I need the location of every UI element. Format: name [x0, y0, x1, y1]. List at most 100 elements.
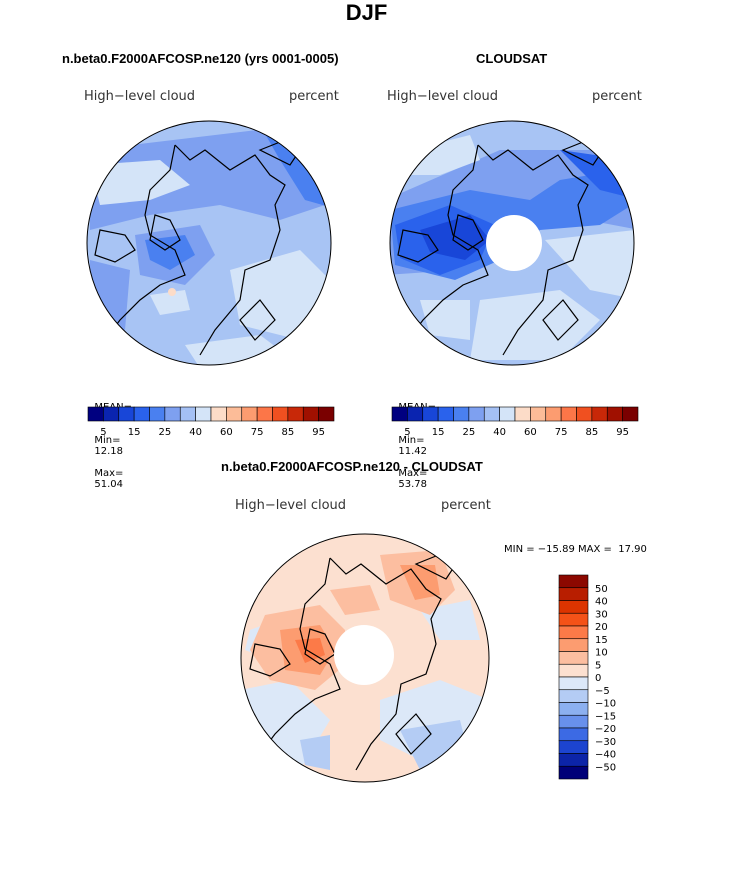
obs-panel-title: CLOUDSAT	[476, 51, 548, 66]
model-variable-label: High−level cloud	[84, 89, 196, 104]
model-max-value: 51.04	[94, 479, 123, 490]
diff-colorbar-tick-label: 5	[595, 660, 601, 671]
diff-minmax: MIN = −15.89 MAX = 17.90	[504, 544, 647, 555]
diff-units-label: percent	[441, 498, 491, 513]
diff-colorbar-box	[558, 727, 589, 742]
diff-colorbar-box	[558, 740, 589, 754]
obs-colorbar-box	[591, 406, 608, 422]
diff-colorbar-tick-label: −30	[595, 737, 616, 748]
diff-colorbar-box	[558, 651, 589, 665]
diff-colorbar-tick-label: −20	[595, 724, 616, 735]
model-colorbar-box	[318, 406, 335, 422]
diff-map-boundary	[240, 533, 490, 783]
obs-missing-data-hole	[486, 215, 542, 271]
diff-colorbar-tick-label: 40	[595, 597, 608, 608]
diff-colorbar-box	[558, 612, 589, 627]
diff-colorbar-tick-label: −15	[595, 711, 616, 722]
obs-colorbar-box	[576, 406, 593, 422]
diff-colorbar-box	[558, 765, 589, 780]
obs-colorbar-box	[391, 406, 408, 422]
model-colorbar-box	[164, 406, 181, 422]
obs-colorbar-box	[514, 406, 531, 422]
obs-colorbar-box	[545, 406, 562, 422]
obs-colorbar: 5 15 25 40 60 75 85 95	[391, 406, 639, 438]
obs-polar-map	[389, 120, 635, 366]
obs-colorbar-box	[437, 406, 454, 422]
diff-panel-title: n.beta0.F2000AFCOSP.ne120 - CLOUDSAT	[221, 459, 483, 474]
model-min-label: Min=	[94, 435, 121, 446]
model-colorbar-box	[103, 406, 120, 422]
obs-max-label: Max=	[398, 468, 428, 479]
obs-colorbar-tick-label: 5	[404, 427, 410, 438]
obs-map-boundary	[389, 120, 635, 366]
diff-colorbar-tick-label: −50	[595, 762, 616, 773]
model-colorbar-tick-label: 95	[312, 427, 325, 438]
obs-min-value: 11.42	[398, 446, 427, 457]
model-colorbar-tick-label: 60	[220, 427, 233, 438]
obs-min-label: Min=	[398, 435, 425, 446]
model-coastlines	[94, 139, 301, 356]
model-colorbar-tick-label: 5	[100, 427, 106, 438]
model-colorbar-box	[226, 406, 243, 422]
model-colorbar-box	[272, 406, 289, 422]
model-colorbar-tick-label: 85	[282, 427, 295, 438]
figure-title: DJF	[345, 0, 388, 25]
obs-colorbar-box	[499, 406, 516, 422]
obs-colorbar-tick-label: 40	[493, 427, 506, 438]
model-colorbar-box	[133, 406, 150, 422]
obs-coastlines	[397, 139, 604, 356]
obs-colorbar-tick-label: 25	[463, 427, 476, 438]
diff-polar-map	[240, 533, 490, 783]
obs-colorbar-box	[422, 406, 439, 422]
diff-colorbar-box	[558, 702, 589, 716]
model-colorbar-box	[87, 406, 104, 422]
diff-missing-data-hole	[334, 625, 394, 685]
obs-colorbar-box	[483, 406, 500, 422]
diff-colorbar-tick-label: −10	[595, 699, 616, 710]
diff-colorbar-box	[558, 714, 589, 729]
obs-max-value: 53.78	[398, 479, 427, 490]
diff-variable-label: High−level cloud	[235, 498, 347, 513]
obs-colorbar-box	[622, 406, 639, 422]
obs-units-label: percent	[592, 89, 642, 104]
diff-colorbar-box	[558, 689, 589, 703]
diff-coastlines	[249, 553, 457, 771]
model-colorbar-box	[287, 406, 304, 422]
diff-colorbar-tick-label: 10	[595, 648, 608, 659]
model-colorbar-box	[179, 406, 196, 422]
model-colorbar-box	[210, 406, 227, 422]
diff-colorbar-tick-label: −40	[595, 750, 616, 761]
diff-colorbar-tick-label: 15	[595, 635, 608, 646]
model-colorbar-box	[302, 406, 319, 422]
model-colorbar-tick-label: 25	[159, 427, 172, 438]
model-polar-map	[86, 120, 332, 366]
model-colorbar-box	[149, 406, 166, 422]
model-colorbar-box	[195, 406, 212, 422]
obs-colorbar-box	[407, 406, 424, 422]
diff-colorbar-tick-label: 50	[595, 584, 608, 595]
model-min-value: 12.18	[94, 446, 123, 457]
diff-colorbar-box	[558, 753, 589, 767]
obs-colorbar-box	[560, 406, 577, 422]
diff-colorbar-box	[558, 676, 589, 691]
obs-colorbar-tick-label: 95	[616, 427, 629, 438]
diff-colorbar-box	[558, 574, 589, 589]
obs-colorbar-box	[468, 406, 485, 422]
model-colorbar-tick-label: 15	[128, 427, 141, 438]
diff-colorbar-tick-label: 0	[595, 673, 601, 684]
obs-colorbar-box	[606, 406, 623, 422]
obs-colorbar-tick-label: 75	[555, 427, 568, 438]
obs-colorbar-box	[530, 406, 547, 422]
diff-colorbar-box	[558, 638, 589, 652]
obs-variable-label: High−level cloud	[387, 89, 499, 104]
model-max-label: Max=	[94, 468, 124, 479]
model-cloud-field	[87, 121, 331, 365]
obs-colorbar-box	[453, 406, 470, 422]
obs-colorbar-tick-label: 85	[586, 427, 599, 438]
model-panel-title: n.beta0.F2000AFCOSP.ne120 (yrs 0001-0005…	[62, 51, 339, 66]
model-colorbar-tick-label: 75	[251, 427, 264, 438]
diff-colorbar-tick-label: −5	[595, 686, 610, 697]
model-map-boundary	[86, 120, 332, 366]
